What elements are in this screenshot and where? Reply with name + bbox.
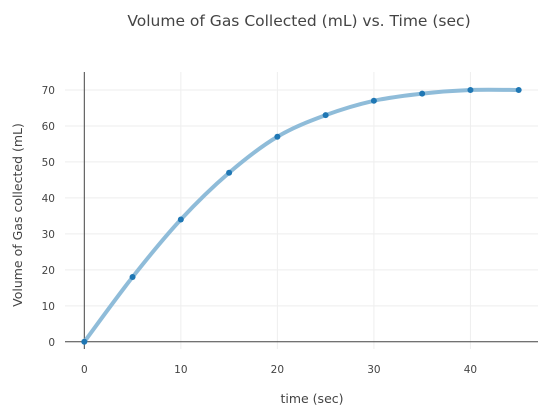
y-tick-label: 70	[42, 85, 55, 97]
x-axis-title: time (sec)	[280, 391, 343, 406]
x-tick-label: 40	[464, 364, 477, 376]
y-tick-label: 10	[42, 301, 55, 313]
data-point	[274, 133, 281, 140]
data-point	[515, 86, 522, 93]
x-tick-label: 20	[271, 364, 284, 376]
y-tick-labels: 0 10 20 30 40 50 60 70	[42, 85, 55, 349]
y-tick-label: 20	[42, 265, 55, 277]
y-tick-label: 0	[48, 337, 55, 349]
gridlines	[65, 72, 538, 349]
y-axis-title: Volume of Gas collected (mL)	[10, 123, 25, 307]
series-line	[82, 87, 521, 344]
data-point	[467, 86, 474, 93]
x-tick-label: 0	[81, 364, 88, 376]
y-tick-label: 50	[42, 157, 55, 169]
x-tick-labels: 0 10 20 30 40	[81, 364, 477, 376]
y-tick-label: 40	[42, 193, 55, 205]
data-point	[419, 90, 426, 97]
data-point	[226, 169, 233, 176]
data-point	[129, 274, 136, 281]
data-point	[322, 112, 329, 119]
data-point	[370, 97, 377, 104]
axes	[65, 72, 538, 349]
chart-title: Volume of Gas Collected (mL) vs. Time (s…	[127, 12, 470, 30]
series	[81, 86, 522, 345]
y-tick-label: 60	[42, 121, 55, 133]
data-point	[81, 338, 88, 345]
x-tick-label: 30	[367, 364, 380, 376]
y-tick-label: 30	[42, 229, 55, 241]
x-tick-label: 10	[174, 364, 187, 376]
data-point	[177, 216, 184, 223]
